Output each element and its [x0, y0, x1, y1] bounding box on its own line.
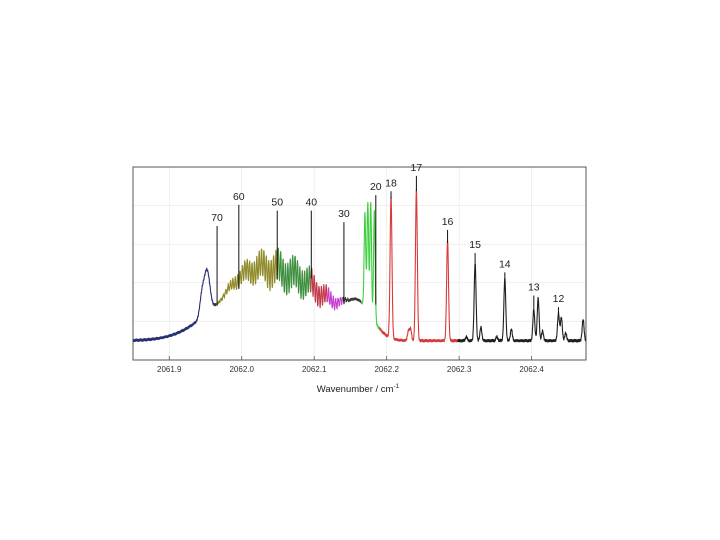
series-line-5	[342, 296, 362, 304]
peak-label-15: 15	[469, 239, 481, 251]
peak-label-50: 50	[271, 197, 283, 209]
peak-markers: 70 60 50 40 30 20 18 17 16 15 14 13 12	[211, 162, 564, 315]
series-line-0	[132, 267, 217, 343]
x-tick-label-4: 2062.3	[447, 365, 472, 374]
series-line-7	[378, 188, 459, 343]
series-line-2	[277, 247, 312, 300]
series-line-1	[215, 248, 279, 307]
x-tick-label-1: 2062.0	[229, 365, 254, 374]
spectrum-traces	[132, 188, 587, 343]
x-tick-label-2: 2062.1	[302, 365, 327, 374]
peak-label-14: 14	[499, 258, 511, 270]
series-line-4	[326, 287, 344, 311]
x-tick-label-5: 2062.4	[519, 365, 544, 374]
x-axis-title: Wavenumber / cm-1	[317, 383, 400, 395]
grid-lines	[133, 167, 586, 360]
plot-frame	[132, 166, 587, 361]
x-axis-ticks: 2061.9 2062.0 2062.1 2062.2 2062.3 2062.4	[157, 356, 544, 374]
peak-label-12: 12	[553, 293, 565, 305]
peak-label-20: 20	[370, 181, 382, 193]
peak-label-30: 30	[338, 208, 350, 220]
series-line-3	[310, 267, 328, 309]
series-line-8	[457, 263, 587, 343]
x-tick-label-3: 2062.2	[374, 365, 399, 374]
peak-label-18: 18	[385, 177, 397, 189]
peak-label-60: 60	[233, 191, 245, 203]
x-tick-label-0: 2061.9	[157, 365, 182, 374]
peak-label-17: 17	[411, 162, 423, 174]
series-line-6	[360, 201, 380, 330]
peak-label-40: 40	[305, 197, 317, 209]
peak-label-13: 13	[528, 282, 540, 294]
peak-label-70: 70	[211, 212, 223, 224]
peak-label-16: 16	[442, 216, 454, 228]
